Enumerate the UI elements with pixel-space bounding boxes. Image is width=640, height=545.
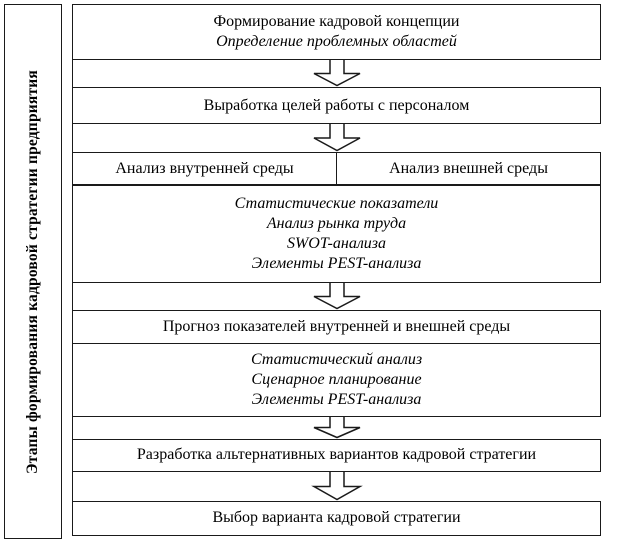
method-item: Анализ рынка труда <box>266 215 407 232</box>
forecast-box: Прогноз показателей внутренней и внешней… <box>72 310 601 344</box>
down-block-arrow-icon <box>313 283 361 310</box>
concept-box-subtitle: Определение проблемных областей <box>216 33 457 50</box>
flow-column: Формирование кадровой концепции Определе… <box>72 4 601 536</box>
goals-box-label: Выработка целей работы с персоналом <box>203 96 470 114</box>
concept-box: Формирование кадровой концепции Определе… <box>72 4 601 60</box>
concept-box-title: Формирование кадровой концепции <box>213 13 460 30</box>
flow-connector <box>72 124 601 152</box>
down-block-arrow-icon <box>313 416 361 438</box>
stages-sidebar-label: Этапы формирования кадровой стратегии пр… <box>24 69 41 474</box>
method-item: Сценарное планирование <box>251 370 422 388</box>
method-item: SWOT-анализа <box>286 235 387 252</box>
down-block-arrow-icon <box>313 124 361 152</box>
internal-analysis-box: Анализ внутренней среды <box>73 153 337 184</box>
stages-sidebar: Этапы формирования кадровой стратегии пр… <box>4 4 62 539</box>
analysis-methods-box: Статистические показатели Анализ рынка т… <box>72 185 601 283</box>
external-analysis-box: Анализ внешней среды <box>389 159 548 177</box>
method-item: Элементы PEST-анализа <box>251 255 422 272</box>
down-block-arrow-icon <box>313 60 361 87</box>
method-item: Статистический анализ <box>250 350 423 368</box>
alternatives-box: Разработка альтернативных вариантов кадр… <box>72 438 601 472</box>
goals-box: Выработка целей работы с персоналом <box>72 87 601 124</box>
analysis-row: Анализ внутренней среды Анализ внешней с… <box>72 152 601 185</box>
choice-box: Выбор варианта кадровой стратегии <box>72 500 601 536</box>
choice-box-label: Выбор варианта кадровой стратегии <box>212 509 461 526</box>
flow-connector <box>72 283 601 310</box>
flow-connector <box>72 416 601 439</box>
method-item: Статистические показатели <box>234 195 439 212</box>
flow-connector <box>72 471 601 501</box>
method-item: Элементы PEST-анализа <box>251 390 422 408</box>
forecast-box-label: Прогноз показателей внутренней и внешней… <box>162 318 511 335</box>
down-block-arrow-icon <box>311 471 363 500</box>
alternatives-box-label: Разработка альтернативных вариантов кадр… <box>136 446 537 463</box>
forecast-methods-box: Статистический анализ Сценарное планиров… <box>72 342 601 417</box>
flow-connector <box>72 60 601 87</box>
